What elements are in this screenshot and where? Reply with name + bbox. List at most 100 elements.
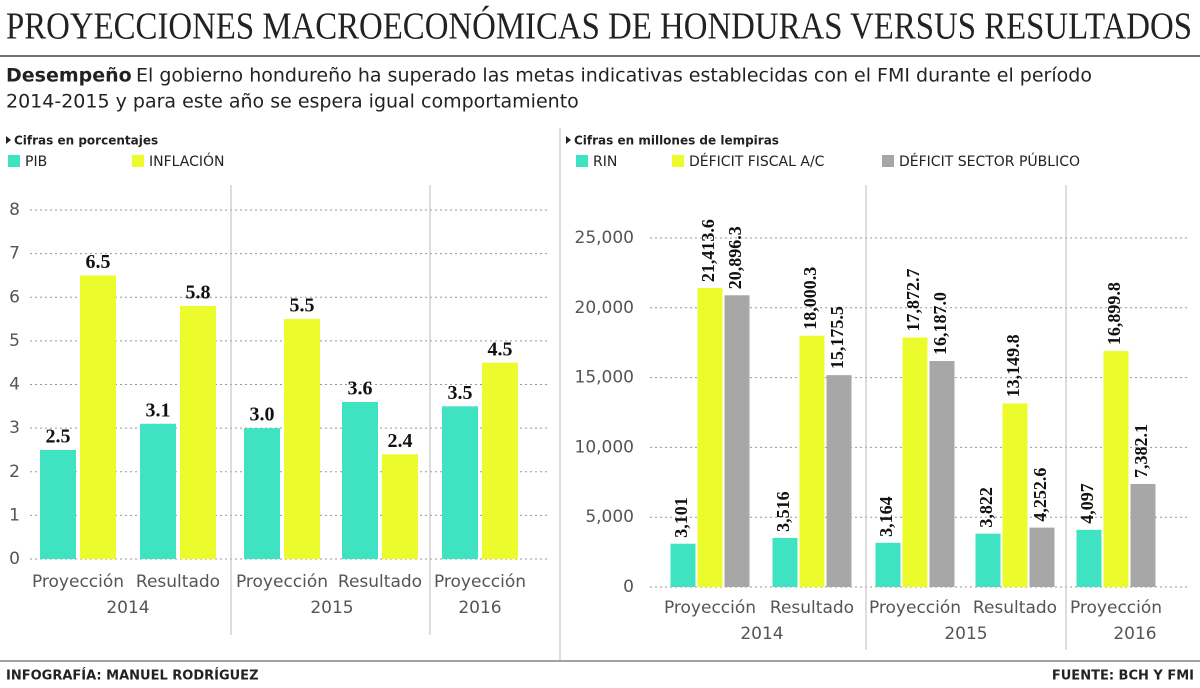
value-label: 13,149.8 [1003, 334, 1023, 397]
bar [40, 449, 76, 559]
group-label: 2014 [740, 624, 783, 644]
legend-swatch [132, 155, 144, 167]
value-label: 5.8 [186, 282, 211, 304]
y-tick-label: 0 [9, 549, 20, 569]
note-marker [6, 136, 11, 144]
y-tick-label: 5,000 [585, 507, 634, 527]
value-label: 2.5 [46, 426, 71, 448]
value-label: 3.1 [146, 399, 171, 421]
y-tick-label: 10,000 [575, 437, 634, 457]
credit: INFOGRAFÍA: MANUEL RODRÍGUEZ [6, 668, 259, 684]
bar [1002, 403, 1028, 587]
bar [482, 362, 518, 559]
value-label: 18,000.3 [800, 267, 820, 330]
bar [875, 542, 901, 587]
x-tick-label: Proyección [434, 572, 526, 592]
y-tick-label: 0 [623, 577, 634, 597]
value-label: 4,097 [1077, 483, 1097, 524]
bar [244, 428, 280, 559]
group-label: 2016 [1113, 624, 1156, 644]
bar [670, 543, 696, 587]
description: El gobierno hondureño ha superado las me… [136, 65, 1092, 87]
group-label: 2015 [310, 598, 353, 618]
bar [975, 533, 1001, 587]
bar [902, 337, 928, 587]
bar [929, 361, 955, 587]
legend-swatch [8, 155, 20, 167]
legend-label: DÉFICIT FISCAL A/C [689, 153, 825, 170]
y-tick-label: 25,000 [575, 228, 634, 248]
value-label: 3.0 [250, 404, 275, 426]
bar [1103, 351, 1129, 587]
x-tick-label: Proyección [869, 598, 961, 618]
group-label: 2016 [458, 598, 501, 618]
bar [1130, 483, 1156, 587]
title: PROYECCIONES MACROECONÓMICAS DE HONDURAS… [6, 6, 1192, 48]
source: FUENTE: BCH Y FMI [1052, 669, 1194, 684]
value-label: 3.5 [448, 382, 473, 404]
group-label: 2015 [944, 624, 987, 644]
legend-swatch [576, 155, 588, 167]
value-label: 16,187.0 [930, 292, 950, 355]
y-tick-label: 15,000 [575, 368, 634, 388]
x-tick-label: Proyección [32, 572, 124, 592]
group-label: 2014 [106, 598, 149, 618]
x-tick-label: Resultado [973, 598, 1057, 618]
note-marker [566, 136, 571, 144]
unit-note: Cifras en porcentajes [14, 134, 158, 148]
legend-label: DÉFICIT SECTOR PÚBLICO [899, 152, 1080, 170]
bar [382, 454, 418, 559]
y-tick-label: 5 [9, 331, 20, 351]
legend-label: RIN [593, 154, 617, 170]
bar [284, 319, 320, 559]
bar [1076, 529, 1102, 587]
bar [342, 401, 378, 559]
value-label: 3,164 [876, 496, 896, 537]
value-label: 3,101 [671, 497, 691, 538]
value-label: 21,413.6 [698, 219, 718, 282]
bar [697, 288, 723, 587]
bar [180, 305, 216, 559]
x-tick-label: Resultado [136, 572, 220, 592]
legend-label: INFLACIÓN [149, 152, 225, 170]
legend-swatch [882, 155, 894, 167]
legend-swatch [672, 155, 684, 167]
value-label: 20,896.3 [725, 226, 745, 289]
y-tick-label: 20,000 [575, 298, 634, 318]
y-tick-label: 7 [9, 244, 20, 264]
value-label: 3.6 [348, 378, 373, 400]
x-tick-label: Proyección [664, 598, 756, 618]
bar [772, 537, 798, 587]
lead: Desempeño [6, 65, 132, 87]
value-label: 16,899.8 [1104, 282, 1124, 345]
bar [724, 295, 750, 587]
bar [80, 275, 116, 559]
value-label: 4,252.6 [1030, 468, 1050, 522]
description: 2014-2015 y para este año se espera igua… [6, 91, 579, 113]
unit-note: Cifras en millones de lempiras [574, 134, 779, 148]
y-tick-label: 3 [9, 418, 20, 438]
bar [1029, 527, 1055, 587]
x-tick-label: Proyección [1070, 598, 1162, 618]
y-tick-label: 2 [9, 462, 20, 482]
value-label: 5.5 [290, 295, 315, 317]
value-label: 2.4 [388, 430, 413, 452]
bar [826, 375, 852, 587]
x-tick-label: Proyección [236, 572, 328, 592]
value-label: 15,175.5 [827, 306, 847, 369]
value-label: 6.5 [86, 251, 111, 273]
bar [799, 335, 825, 587]
value-label: 4.5 [488, 338, 513, 360]
value-label: 7,382.1 [1131, 424, 1151, 478]
value-label: 17,872.7 [903, 268, 923, 331]
bar [140, 423, 176, 559]
y-tick-label: 6 [9, 287, 20, 307]
x-tick-label: Resultado [338, 572, 422, 592]
y-tick-label: 4 [9, 375, 20, 395]
value-label: 3,822 [976, 487, 996, 528]
bar [442, 406, 478, 559]
legend-label: PIB [25, 154, 47, 170]
x-tick-label: Resultado [770, 598, 854, 618]
value-label: 3,516 [773, 491, 793, 532]
